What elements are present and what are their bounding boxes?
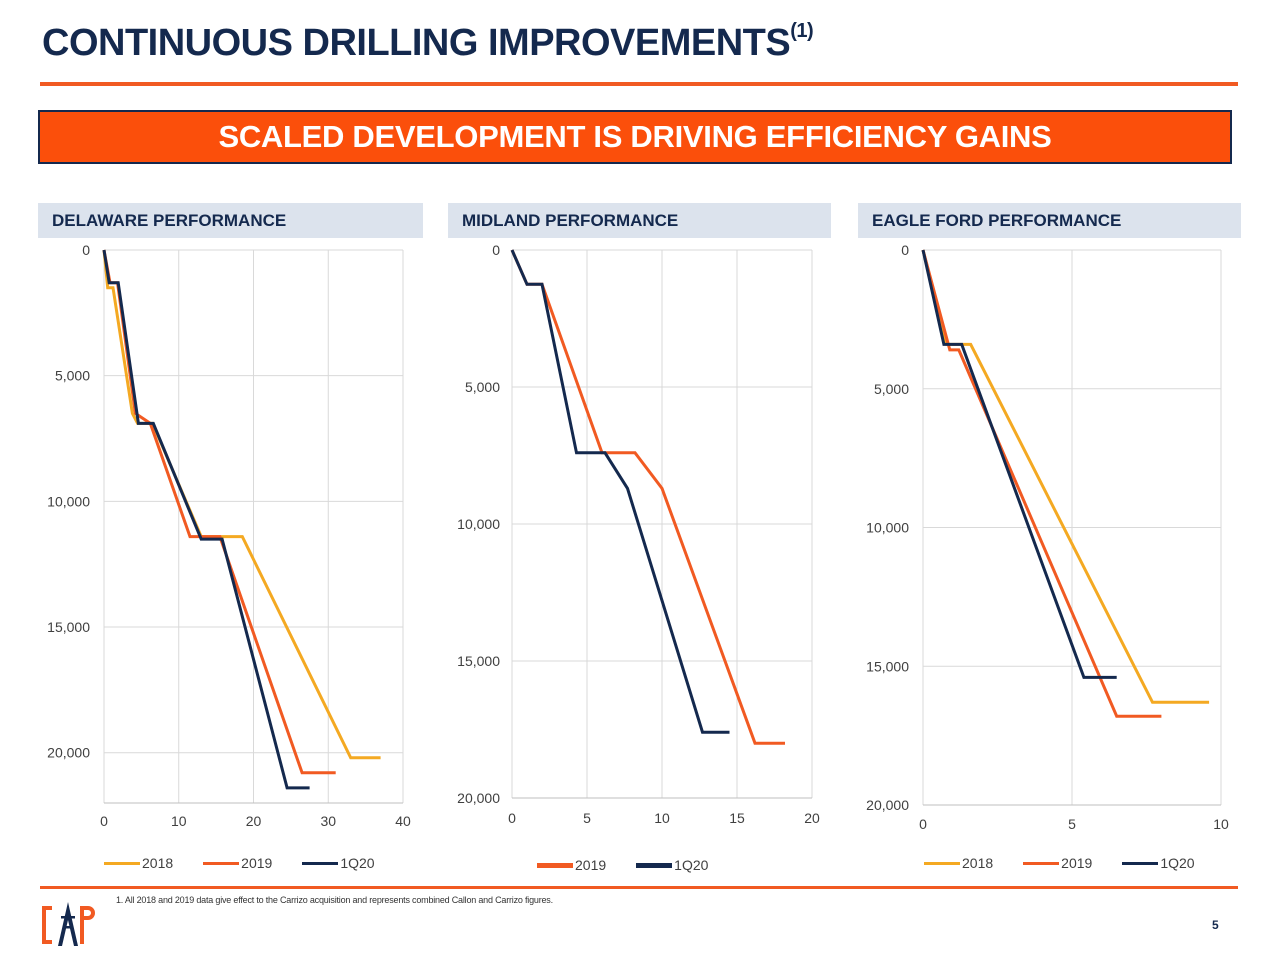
y-tick-label: 10,000 — [457, 516, 500, 532]
midland-panel-title: MIDLAND PERFORMANCE — [448, 203, 831, 238]
legend-swatch — [1023, 861, 1060, 865]
x-tick-label: 30 — [320, 813, 336, 829]
y-tick-label: 0 — [82, 242, 90, 258]
x-tick-label: 20 — [804, 810, 820, 826]
title-footnote-mark: (1) — [790, 20, 814, 43]
x-tick-label: 0 — [919, 816, 927, 832]
series-line-2018 — [921, 249, 1210, 704]
x-tick-label: 20 — [246, 813, 262, 829]
series-line-1q20 — [921, 249, 1117, 679]
x-tick-label: 5 — [583, 810, 591, 826]
footnote: 1. All 2018 and 2019 data give effect to… — [116, 895, 553, 905]
legend-label: 1Q20 — [340, 855, 375, 871]
y-tick-label: 0 — [492, 242, 500, 258]
eagle-ford-chart: 0 5 10 0 5,000 10,000 15,000 20,000 — [866, 242, 1229, 832]
legend-item-2019: 2019 — [1023, 855, 1092, 871]
eagle-ford-panel-title: EAGLE FORD PERFORMANCE — [858, 203, 1241, 238]
x-tick-label: 0 — [508, 810, 516, 826]
y-tick-label: 20,000 — [457, 790, 500, 806]
legend-swatch — [203, 861, 240, 865]
y-tick-label: 15,000 — [457, 653, 500, 669]
legend-item-1q20: 1Q20 — [1122, 855, 1195, 871]
legend-label: 1Q20 — [1160, 855, 1195, 871]
series-line-2019 — [921, 249, 1162, 718]
legend-swatch — [1122, 861, 1159, 865]
page-number: 5 — [1212, 918, 1219, 932]
legend-label: 2018 — [962, 855, 994, 871]
y-tick-label: 5,000 — [55, 368, 90, 384]
legend-label: 2019 — [1061, 855, 1093, 871]
x-tick-label: 10 — [654, 810, 670, 826]
y-tick-label: 20,000 — [47, 745, 90, 761]
delaware-legend: 2018 2019 1Q20 — [104, 855, 405, 871]
x-tick-label: 0 — [100, 813, 108, 829]
y-tick-label: 15,000 — [47, 619, 90, 635]
legend-item-1q20: 1Q20 — [302, 855, 375, 871]
x-tick-label: 10 — [171, 813, 187, 829]
midland-legend: 2019 1Q20 — [537, 857, 738, 873]
y-tick-label: 0 — [901, 242, 909, 258]
delaware-chart: 0 10 20 30 40 0 5,000 10,000 15,000 20,000 — [47, 242, 411, 829]
x-tick-label: 15 — [729, 810, 745, 826]
legend-swatch — [924, 861, 960, 865]
bottom-divider — [40, 886, 1238, 889]
legend-swatch — [104, 861, 140, 865]
headline-banner-text: SCALED DEVELOPMENT IS DRIVING EFFICIENCY… — [218, 119, 1052, 154]
legend-swatch — [537, 862, 573, 868]
legend-label: 2018 — [142, 855, 174, 871]
y-tick-label: 15,000 — [866, 658, 909, 674]
page-title: CONTINUOUS DRILLING IMPROVEMENTS(1) — [42, 20, 814, 65]
x-tick-label: 10 — [1213, 816, 1229, 832]
legend-swatch — [636, 862, 673, 868]
delaware-panel-title: DELAWARE PERFORMANCE — [38, 203, 423, 238]
y-tick-label: 10,000 — [47, 493, 90, 509]
y-tick-label: 5,000 — [465, 379, 500, 395]
top-divider — [40, 82, 1238, 86]
legend-label: 2019 — [575, 857, 607, 873]
series-line-1q20 — [510, 249, 730, 734]
midland-chart: 0 5 10 15 20 0 5,000 10,000 15,000 20,000 — [457, 242, 820, 826]
x-tick-label: 40 — [395, 813, 411, 829]
legend-item-2019: 2019 — [537, 857, 606, 873]
legend-item-2019: 2019 — [203, 855, 272, 871]
legend-item-2018: 2018 — [924, 855, 993, 871]
eagle-ford-legend: 2018 2019 1Q20 — [924, 855, 1225, 871]
y-tick-label: 10,000 — [866, 520, 909, 536]
legend-label: 2019 — [241, 855, 273, 871]
legend-swatch — [302, 861, 339, 865]
series-line-1q20 — [102, 249, 310, 790]
x-tick-label: 5 — [1068, 816, 1076, 832]
legend-item-2018: 2018 — [104, 855, 173, 871]
y-tick-label: 5,000 — [874, 381, 909, 397]
legend-label: 1Q20 — [674, 857, 709, 873]
page-title-text: CONTINUOUS DRILLING IMPROVEMENTS — [42, 22, 791, 64]
legend-item-1q20: 1Q20 — [636, 857, 708, 873]
headline-banner: SCALED DEVELOPMENT IS DRIVING EFFICIENCY… — [38, 110, 1232, 164]
y-tick-label: 20,000 — [866, 797, 909, 813]
company-logo-icon — [42, 902, 95, 946]
